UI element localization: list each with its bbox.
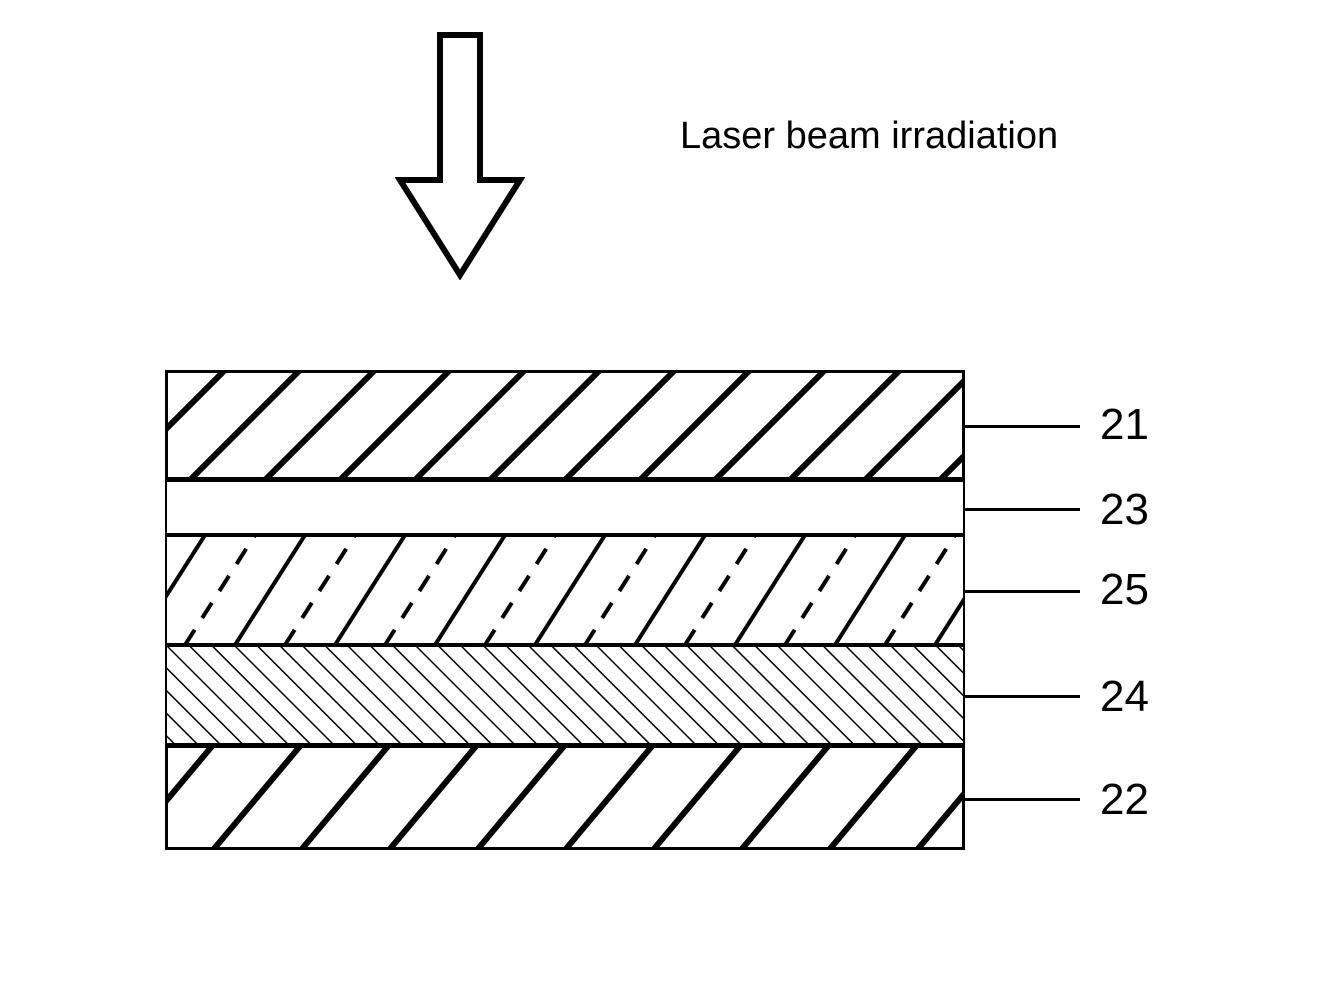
leader-line-24 [965,695,1080,698]
layer-25 [165,535,965,645]
leader-line-25 [965,590,1080,593]
layer-label-21: 21 [1100,400,1149,450]
arrow-icon [395,30,525,280]
leader-line-23 [965,508,1080,511]
leader-line-21 [965,425,1080,428]
layer-23 [165,480,965,535]
diagram-container: Laser beam irradiation [0,0,1340,981]
laser-arrow [395,30,525,280]
irradiation-label: Laser beam irradiation [680,115,1058,158]
layers-stack [165,370,965,850]
layer-label-25: 25 [1100,565,1149,615]
layer-24 [165,645,965,745]
layer-label-24: 24 [1100,672,1149,722]
layer-22 [165,745,965,850]
leader-line-22 [965,798,1080,801]
layer-label-23: 23 [1100,485,1149,535]
layer-21 [165,370,965,480]
layer-label-22: 22 [1100,775,1149,825]
